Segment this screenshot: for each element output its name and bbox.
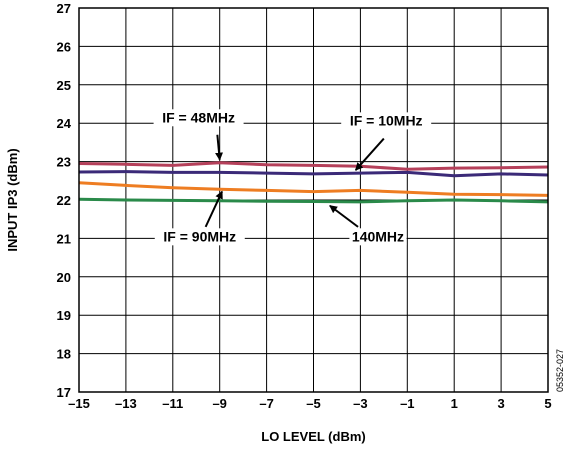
x-tick-label: 1: [451, 396, 458, 411]
series-line-3: [78, 197, 549, 204]
y-tick-label: 25: [57, 78, 71, 93]
x-tick-label: –9: [212, 396, 226, 411]
series-line-1: [78, 170, 549, 178]
annotation-arrow-1: [354, 137, 385, 171]
annotation-arrow-0: [215, 134, 224, 161]
annotation-arrow-3: [329, 204, 359, 228]
annotation-bg-3: [349, 228, 407, 246]
x-tick-label: –7: [259, 396, 273, 411]
annotation-bg-1: [341, 112, 432, 130]
y-tick-label: 23: [57, 155, 71, 170]
x-tick-label: –5: [306, 396, 320, 411]
x-tick-label: –15: [68, 396, 90, 411]
y-tick-label: 20: [57, 270, 71, 285]
x-tick-label: –11: [162, 396, 183, 411]
y-axis-label: INPUT IP3 (dBm): [5, 148, 20, 251]
x-tick-label: –3: [353, 396, 367, 411]
y-tick-label: 22: [57, 193, 71, 208]
annotation-bg-2: [154, 228, 245, 246]
annotation-arrow-2: [204, 190, 223, 228]
y-tick-label: 19: [57, 308, 71, 323]
x-tick-label: –1: [400, 396, 414, 411]
figure-code: 05352-027: [555, 349, 565, 392]
y-tick-label: 18: [57, 347, 71, 362]
x-tick-label: 3: [497, 396, 504, 411]
annotation-label-1: IF = 10MHz: [350, 112, 423, 128]
x-tick-label: –13: [115, 396, 137, 411]
series-line-2: [78, 181, 549, 197]
y-tick-label: 26: [57, 39, 71, 54]
series-line-0: [78, 161, 549, 171]
y-tick-label: 27: [57, 1, 71, 16]
annotations: IF = 48MHz IF = 10MHz IF = 90MHz 140MHz: [153, 109, 432, 246]
annotation-label-0: IF = 48MHz: [162, 109, 235, 125]
tick-labels: –15 –13 –11 –9 –7 –5 –3 –1 1 3 5171819202122232425…: [57, 1, 552, 411]
series-layer: [78, 161, 549, 204]
annotation-bg-0: [153, 109, 244, 127]
annotation-label-2: IF = 90MHz: [163, 228, 236, 244]
y-tick-label: 17: [57, 385, 71, 400]
x-tick-label: 5: [544, 396, 551, 411]
y-tick-label: 24: [57, 116, 72, 131]
y-tick-label: 21: [57, 231, 71, 246]
plot-frame: [78, 7, 549, 393]
x-axis-label: LO LEVEL (dBm): [261, 429, 365, 444]
annotation-label-3: 140MHz: [352, 228, 404, 244]
